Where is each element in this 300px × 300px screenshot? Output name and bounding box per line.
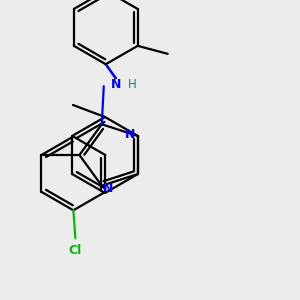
Text: H: H: [128, 78, 136, 91]
Text: Cl: Cl: [69, 244, 82, 257]
Text: N: N: [125, 128, 135, 140]
Text: N: N: [103, 182, 113, 195]
Text: N: N: [111, 78, 121, 91]
